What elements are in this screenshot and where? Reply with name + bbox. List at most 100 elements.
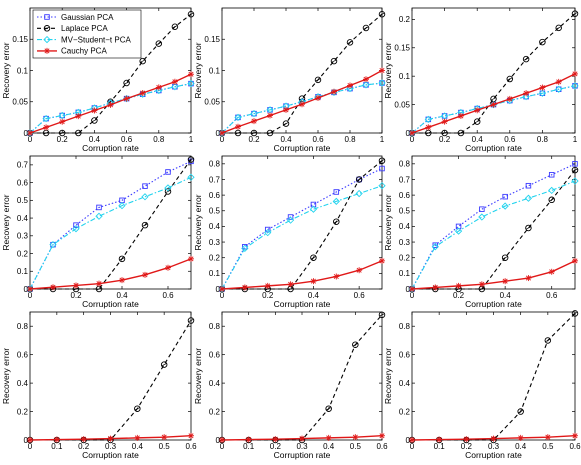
data-point-cauchy-pca [544,434,551,441]
data-point-gaussian-pca [251,110,257,117]
x-tick-label: 0.4 [132,442,144,451]
y-tick-label: 0.4 [209,379,221,388]
data-point-cauchy-pca [119,277,125,284]
data-point-laplace-pca [539,38,546,46]
data-point-gaussian-pca [333,189,340,195]
series-line-gaussian-pca [411,163,576,290]
x-tick-label: 0.1 [243,442,255,451]
axes-frame [221,311,383,441]
y-tick-label: 0.4 [17,379,29,388]
data-point-laplace-pca [187,156,195,163]
data-point-mv-student-t-pca [538,89,547,97]
data-point-cauchy-pca [139,90,146,96]
legend-label-laplace-pca: Laplace PCA [61,24,108,33]
series-mv-student-t-pca [218,182,386,293]
data-point-cauchy-pca [506,95,513,102]
x-tick-label: 0.4 [323,442,335,451]
data-point-gaussian-pca [96,204,102,211]
series-line-gaussian-pca [221,82,383,134]
x-axis-label: Corruption rate [82,450,139,460]
series-laplace-pca [218,311,386,444]
y-axis-label: Recovery error [193,194,203,250]
x-axis-label: Corruption rate [82,299,139,309]
data-point-cauchy-pca [299,435,305,442]
data-point-cauchy-pca [517,434,524,441]
series-cauchy-pca [27,71,194,136]
data-point-laplace-pca [378,10,386,18]
x-tick-label: 0 [28,135,33,144]
series-mv-student-t-pca [408,177,579,293]
y-tick-label: 0.2 [399,254,411,263]
y-tick-label: 0.6 [209,350,221,359]
data-point-laplace-pca [118,255,126,263]
series-cauchy-pca [219,67,385,136]
legend-label-gaussian-pca: Gaussian PCA [61,13,114,22]
data-point-cauchy-pca [96,280,102,287]
data-point-gaussian-pca [50,241,56,248]
x-tick-label: 0.4 [308,291,320,300]
y-tick-label: 0.1 [17,267,29,276]
data-point-cauchy-pca [379,67,385,74]
y-axis-label: Recovery error [383,194,393,250]
y-tick-label: 0 [216,285,221,294]
data-point-mv-student-t-pca [264,229,272,237]
data-point-mv-student-t-pca [118,202,126,210]
data-point-laplace-pca [517,408,524,415]
x-tick-label: 0.2 [461,442,473,451]
series-line-laplace-pca [412,13,576,134]
data-point-mv-student-t-pca [187,79,195,88]
y-tick-label: 0.8 [399,160,411,169]
series-gaussian-pca [27,158,194,292]
y-tick-label: 0.6 [17,350,29,359]
series-line-mv-student-t-pca [29,83,192,134]
data-point-cauchy-pca [315,95,321,101]
series-laplace-pca [26,317,195,444]
data-point-cauchy-pca [245,436,252,443]
series-line-laplace-pca [412,313,576,441]
data-point-laplace-pca [548,196,555,204]
x-tick-label: 0.6 [546,291,558,300]
x-axis-label: Corruption rate [274,143,331,153]
data-point-cauchy-pca [27,130,33,136]
panel-r3-c2: 0 0.1 0.2 0.3 0.4 0.5 0.6 0 0.2 0.4 0.6 0.8 Corrupti… [193,311,388,460]
data-point-cauchy-pca [161,434,168,441]
x-tick-label: 0 [410,291,415,300]
data-point-mv-student-t-pca [42,114,50,123]
x-tick-label: 0.4 [280,135,292,144]
x-tick-label: 0.6 [504,135,516,144]
data-point-laplace-pca [544,337,552,344]
y-tick-label: 0.2 [209,407,221,416]
data-point-laplace-pca [525,224,532,232]
y-tick-label: 0.05 [12,98,28,107]
x-axis-label: Corruption rate [465,143,522,153]
data-point-mv-student-t-pca [571,177,579,185]
x-tick-label: 0.3 [296,442,308,451]
y-tick-label: 0.2 [17,249,29,258]
data-point-laplace-pca [282,120,290,127]
x-tick-label: 0.4 [472,135,484,144]
axes-frame [221,7,383,134]
x-tick-label: 0.1 [51,442,63,451]
x-tick-label: 0.8 [153,135,165,144]
data-point-laplace-pca [378,157,386,164]
data-point-cauchy-pca [379,257,385,264]
data-point-cauchy-pca [91,107,98,114]
data-point-cauchy-pca [287,281,294,288]
data-point-cauchy-pca [409,286,415,292]
x-tick-label: 0.3 [488,442,500,451]
series-mv-student-t-pca [218,79,386,137]
data-point-cauchy-pca [555,78,562,85]
panel-r3-c3: 0 0.1 0.2 0.3 0.4 0.5 0.6 0 0.2 0.4 0.6 0.8 Corrupti… [383,310,581,460]
series-line-laplace-pca [222,13,383,134]
data-point-cauchy-pca [441,118,448,125]
series-line-gaussian-pca [29,160,192,290]
y-tick-label: 0.8 [17,322,29,331]
series-cauchy-pca [409,257,578,292]
x-tick-label: 0 [28,442,33,451]
data-point-cauchy-pca [502,278,509,285]
y-tick-label: 0.1 [209,269,221,278]
data-point-cauchy-pca [347,82,353,89]
x-tick-label: 0 [220,291,225,300]
data-point-cauchy-pca [142,271,148,278]
data-point-laplace-pca [310,254,317,261]
